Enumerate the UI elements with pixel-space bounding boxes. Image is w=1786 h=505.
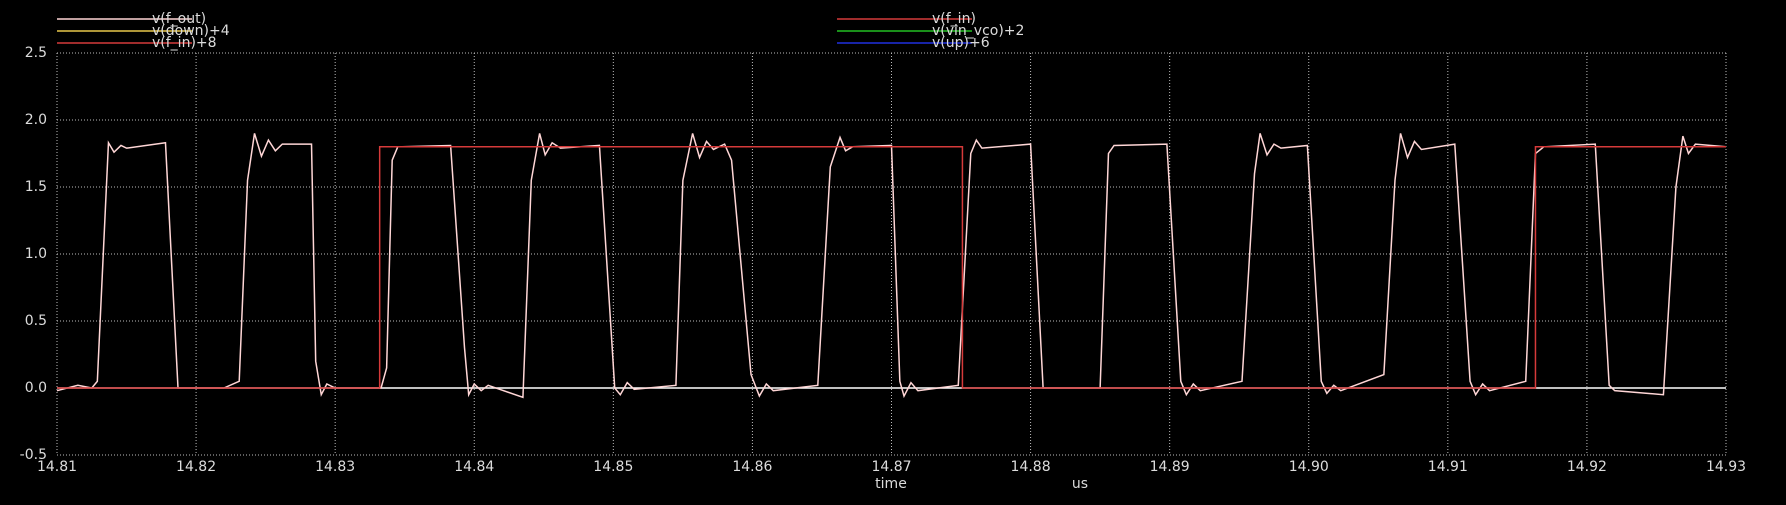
y-tick-label: -0.5 xyxy=(20,447,47,463)
legend-label: v(vin_vco)+2 xyxy=(932,23,1024,39)
legend-label: v(f_in)+8 xyxy=(152,35,217,51)
legend-label: v(f_in) xyxy=(932,11,976,27)
x-tick-label: 14.90 xyxy=(1289,459,1329,475)
y-tick-label: 2.0 xyxy=(25,112,47,128)
legend-label: v(down)+4 xyxy=(152,23,230,39)
x-tick-label: 14.82 xyxy=(176,459,216,475)
x-tick-label: 14.92 xyxy=(1567,459,1607,475)
x-tick-label: 14.84 xyxy=(454,459,494,475)
y-tick-label: 2.5 xyxy=(25,45,47,61)
series-line xyxy=(56,133,1727,399)
x-tick-label: 14.87 xyxy=(871,459,911,475)
series-line xyxy=(57,146,1726,389)
legend-label: v(f_out) xyxy=(152,11,206,27)
y-tick-label: 1.5 xyxy=(25,179,47,195)
x-tick-label: 14.93 xyxy=(1706,459,1746,475)
x-tick-label: 14.86 xyxy=(732,459,772,475)
x-tick-label: 14.85 xyxy=(593,459,633,475)
x-axis-unit: us xyxy=(1072,476,1088,492)
x-tick-label: 14.83 xyxy=(315,459,355,475)
x-tick-label: 14.88 xyxy=(1011,459,1051,475)
legend-label: v(up)+6 xyxy=(932,35,990,51)
y-tick-label: 1.0 xyxy=(25,246,47,262)
x-tick-label: 14.91 xyxy=(1428,459,1468,475)
y-tick-label: 0.0 xyxy=(25,380,47,396)
x-tick-label: 14.89 xyxy=(1150,459,1190,475)
x-tick-label: 14.81 xyxy=(37,459,77,475)
y-tick-label: 0.5 xyxy=(25,313,47,329)
x-axis-label: time xyxy=(875,476,907,492)
